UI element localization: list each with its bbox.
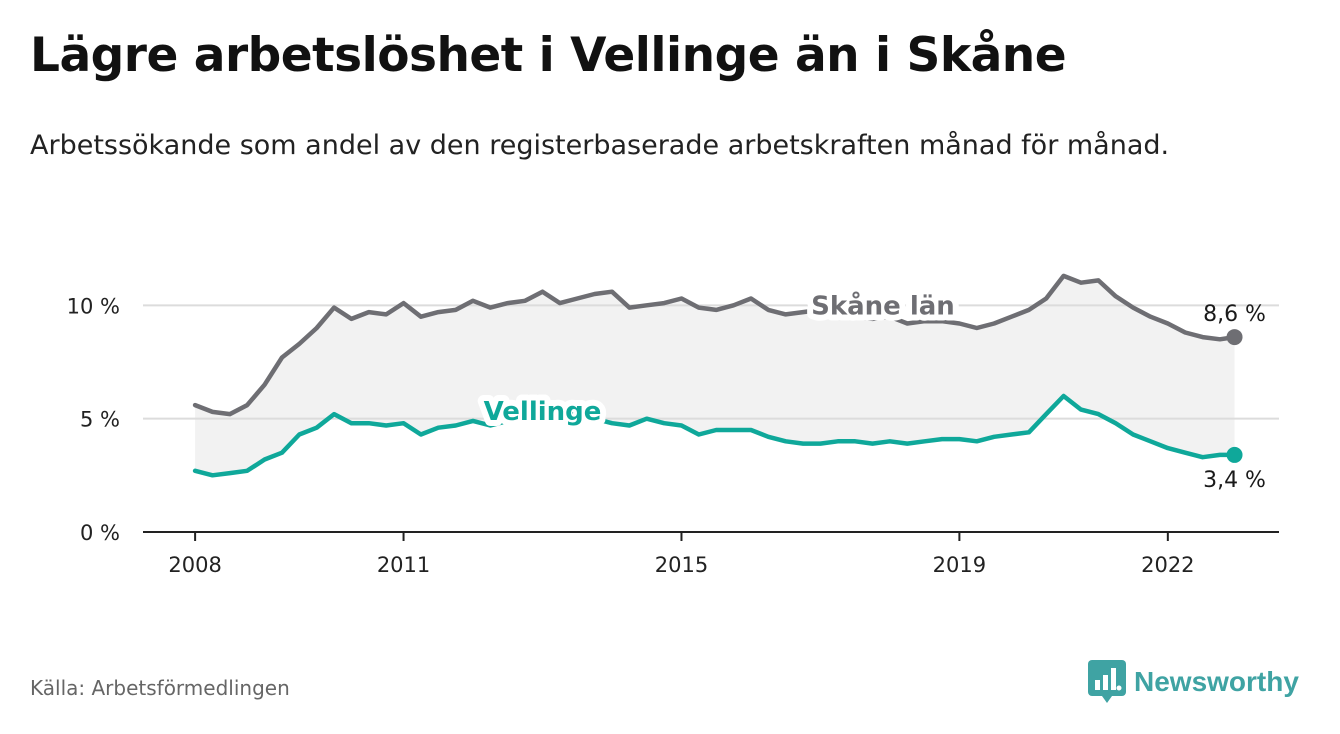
source-note: Källa: Arbetsförmedlingen — [30, 676, 290, 700]
skane-series-label: Skåne län — [811, 289, 955, 321]
y-tick-label: 10 % — [67, 294, 120, 318]
x-tick-label: 2022 — [1141, 553, 1194, 577]
x-tick-label: 2008 — [168, 553, 221, 577]
x-tick-label: 2019 — [933, 553, 986, 577]
y-tick-label: 5 % — [80, 408, 120, 432]
skane-series-line — [192, 273, 1237, 417]
x-tick-label: 2011 — [377, 553, 430, 577]
brand-name: Newsworthy — [1134, 666, 1299, 697]
newsworthy-logo-icon — [1088, 660, 1126, 703]
vellinge-end-label: 3,4 % — [1203, 468, 1266, 493]
x-tick-label: 2015 — [655, 553, 708, 577]
chart-subtitle: Arbetssökande som andel av den registerb… — [30, 130, 1170, 161]
vellinge-end-point[interactable] — [1226, 446, 1243, 463]
skane-end-label: 8,6 % — [1203, 302, 1266, 327]
y-tick-label: 0 % — [80, 521, 120, 545]
skane-end-point[interactable] — [1226, 329, 1243, 346]
newsworthy-brand[interactable]: Newsworthy — [1088, 660, 1299, 704]
vellinge-series-line — [192, 393, 1237, 478]
chart-title: Lägre arbetslöshet i Vellinge än i Skåne — [30, 28, 1067, 83]
vellinge-series-label: Vellinge — [484, 397, 602, 427]
